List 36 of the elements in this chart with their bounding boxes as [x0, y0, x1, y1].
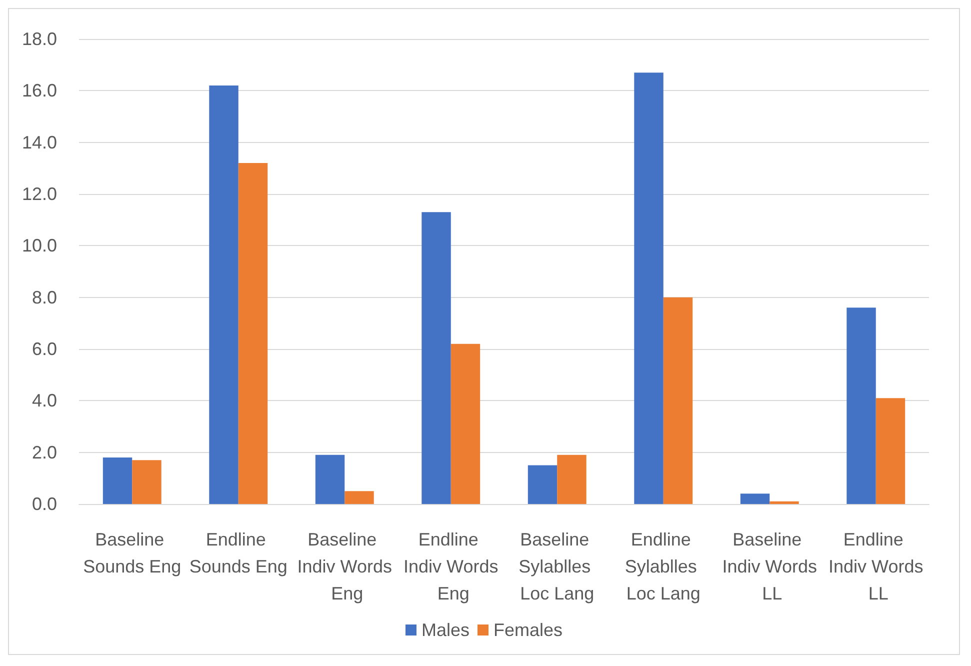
x-tick-label: Baseline Sylablles Loc Lang — [518, 530, 596, 604]
bar — [740, 494, 770, 504]
legend-label: Males — [421, 620, 470, 640]
x-tick-label: Endline Sounds Eng — [189, 530, 288, 576]
bar — [876, 398, 906, 504]
bar — [102, 458, 132, 504]
bar — [770, 501, 799, 504]
y-tick-label: 10.0 — [22, 236, 57, 256]
bar — [209, 86, 238, 504]
bar — [344, 491, 374, 504]
y-tick-label: 4.0 — [32, 390, 57, 411]
y-tick-label: 0.0 — [32, 494, 57, 514]
x-tick-label: Endline Indiv Words LL — [828, 530, 924, 604]
bar — [315, 454, 345, 504]
x-tick-label: Baseline Indiv Words LL — [722, 530, 817, 604]
y-tick-label: 6.0 — [32, 339, 57, 359]
y-tick-label: 8.0 — [32, 287, 57, 308]
x-tick-label: Baseline Sounds Eng — [83, 530, 182, 576]
bar — [450, 344, 480, 504]
x-tick-label: Endline Sylablles Loc Lang — [624, 530, 702, 604]
y-tick-label: 12.0 — [22, 184, 57, 204]
bar — [528, 465, 558, 504]
bar — [846, 308, 876, 504]
bar — [422, 212, 451, 504]
y-tick-label: 14.0 — [22, 132, 57, 152]
x-tick-label: Baseline Indiv Words Eng — [297, 530, 392, 604]
y-tick-label: 2.0 — [32, 442, 57, 462]
y-tick-label: 16.0 — [22, 80, 57, 101]
x-tick-label: Endline Indiv Words Eng — [404, 530, 498, 604]
bar — [634, 72, 664, 504]
legend-label: Females — [493, 620, 563, 640]
y-tick-label: 18.0 — [22, 29, 57, 49]
bar — [663, 297, 693, 504]
bar — [238, 163, 268, 504]
bar — [132, 460, 162, 504]
bar — [557, 454, 586, 504]
